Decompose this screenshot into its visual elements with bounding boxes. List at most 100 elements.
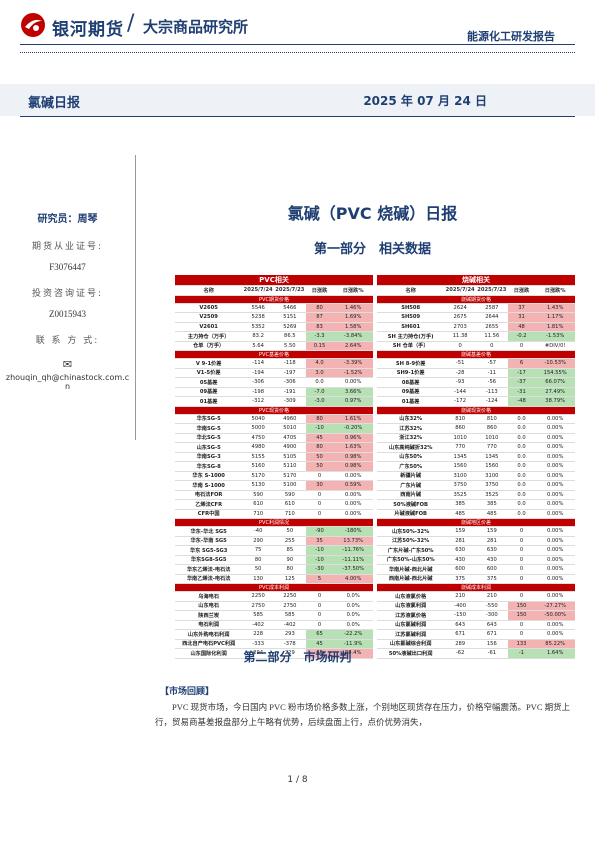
row-label: SH9-1价差: [377, 368, 445, 378]
table-cell: -37.50%: [333, 564, 373, 575]
row-label: 山东SG-5: [175, 442, 243, 453]
table-row: 仓单（万手） 5.64 5.50 0.15 2.64%: [175, 341, 373, 351]
column-header: 名称: [175, 285, 243, 296]
section-header: PVC基差价格: [175, 350, 373, 359]
table-cell: -118: [273, 358, 306, 369]
table-cell: 0.98%: [333, 452, 373, 462]
table-cell: 1345: [475, 452, 508, 462]
table-cell: -144: [444, 387, 476, 397]
table-cell: 3525: [444, 490, 476, 500]
table-cell: 5040: [242, 414, 274, 424]
column-header-row: 名称 2025/7/24 2025/7/23 日涨跌 日涨跌%: [175, 285, 373, 296]
table-row: 山东电石 2750 2750 0 0.0%: [175, 601, 373, 611]
table-cell: 50: [305, 452, 334, 462]
column-header-row: 名称 2025/7/24 2025/7/23 日涨跌 日涨跌%: [377, 285, 575, 296]
license-label: 期货从业证号:: [31, 242, 104, 252]
table-cell: 0.00%: [333, 509, 373, 519]
table-row: 西北自产电石PVC利润 -333 -378 45 -11.9%: [175, 639, 373, 649]
row-label: 广东50%: [377, 461, 445, 472]
table-cell: -30: [305, 564, 334, 575]
market-review-text: PVC 现货市场，今日国内 PVC 粉市场价格多数上涨，个别地区现货存在压力，价…: [155, 702, 571, 727]
table-cell: 2250: [242, 591, 274, 602]
header-dotted-rule: [20, 52, 575, 53]
table-cell: 5546: [242, 303, 274, 313]
table-cell: -402: [273, 620, 306, 630]
table-cell: 770: [475, 442, 508, 453]
table-cell: 5130: [242, 480, 274, 491]
table-row: SH 8-9价差 -51 -57 6 -10.53%: [377, 358, 575, 369]
column-header: 名称: [377, 285, 445, 296]
section-header-row: PVC成本利润: [175, 583, 373, 592]
table-cell: 0.00%: [333, 471, 373, 481]
table-cell: 4.0: [305, 358, 334, 369]
table-row: 广东片碱-广东50% 630 630 0 0.00%: [377, 545, 575, 556]
table-row: 08基差 -93 -56 -37 66.07%: [377, 377, 575, 388]
row-label: 华南片碱-西北片碱: [377, 564, 445, 575]
row-label: 山东电石: [175, 601, 243, 611]
table-row: 广东50% 1560 1560 0.0 0.00%: [377, 461, 575, 472]
table-cell: -27.27%: [535, 601, 575, 611]
table-cell: -37: [507, 377, 536, 388]
row-label: SH 主力持仓(万手): [377, 331, 445, 342]
table-cell: 28.4%: [333, 648, 373, 659]
table-cell: 5100: [273, 480, 306, 491]
table-cell: 3.66%: [333, 387, 373, 397]
table-cell: 0.00%: [535, 480, 575, 491]
section-header-row: 烧碱地区价差: [377, 518, 575, 527]
table-cell: 0.0: [507, 480, 536, 491]
table-cell: 0: [507, 564, 536, 575]
row-label: 09基差: [377, 387, 445, 397]
table-cell: 0: [507, 536, 536, 546]
row-label: 华南 S-1000: [175, 480, 243, 491]
table-row: SH601 2703 2655 48 1.81%: [377, 322, 575, 332]
table-row: V2509 5238 5151 87 1.69%: [175, 312, 373, 323]
section-header: PVC利润情况: [175, 518, 373, 527]
row-label: CFR中国: [175, 509, 243, 519]
row-label: 华北SG-5: [175, 433, 243, 443]
table-cell: 4980: [242, 442, 274, 453]
table-row: 山东高纯碱折32% 770 770 0.0 0.00%: [377, 442, 575, 453]
table-cell: -333: [242, 639, 274, 649]
table-cell: 1.63%: [333, 442, 373, 453]
row-label: 09基差: [175, 387, 243, 397]
table-cell: 0.00%: [535, 574, 575, 584]
table-cell: 0.00%: [535, 471, 575, 481]
report-date: 2025 年 07 月 24 日: [363, 94, 487, 108]
table-row: 浙江32% 1010 1010 0.0 0.00%: [377, 433, 575, 443]
table-cell: 1.46%: [333, 303, 373, 313]
column-header: 日涨跌%: [535, 285, 575, 296]
table-cell: 2250: [273, 591, 306, 602]
table-cell: 0.97%: [333, 396, 373, 407]
row-label: 广东片碱: [377, 480, 445, 491]
row-label: 西南片碱-西北片碱: [377, 574, 445, 584]
table-row: 华南 S-1000 5130 5100 30 0.59%: [175, 480, 373, 491]
table-row: 50%液碱FOB 385 385 0.0 0.00%: [377, 499, 575, 510]
table-cell: 210: [475, 591, 508, 602]
consult-label: 投资咨询证号:: [31, 289, 104, 299]
table-cell: 3100: [475, 471, 508, 481]
table-row: 05基差 -306 -306 0.0 0.00%: [175, 377, 373, 388]
table-cell: #DIV/0!: [535, 341, 575, 351]
table-row: 陕西兰炭 585 585 0 0.0%: [175, 610, 373, 621]
table-cell: 0.0: [305, 377, 334, 388]
table-row: 山东氯碱利润 643 643 0 0.00%: [377, 620, 575, 630]
table-row: V 9-1价差 -114 -118 4.0 -3.39%: [175, 358, 373, 369]
table-cell: 0: [507, 341, 536, 351]
table-cell: 860: [475, 423, 508, 434]
table-cell: 671: [475, 629, 508, 640]
table-row: V2605 5546 5466 80 1.46%: [175, 303, 373, 313]
table-cell: 643: [444, 620, 476, 630]
table-cell: 75: [242, 545, 274, 556]
table-cell: 0.00%: [535, 414, 575, 424]
row-label: 05基差: [175, 377, 243, 388]
table-cell: 5: [305, 574, 334, 584]
email-link[interactable]: zhouqin_qh@chinastock.com.cn: [5, 373, 130, 391]
row-label: 华东 S-1000: [175, 471, 243, 481]
table-cell: -150: [444, 610, 476, 621]
table-row: SH509 2675 2644 31 1.17%: [377, 312, 575, 323]
table-cell: 0: [444, 341, 476, 351]
table-cell: 293: [273, 629, 306, 640]
table-cell: 0.0: [507, 452, 536, 462]
table-cell: 65: [305, 629, 334, 640]
table-cell: 0: [305, 499, 334, 510]
